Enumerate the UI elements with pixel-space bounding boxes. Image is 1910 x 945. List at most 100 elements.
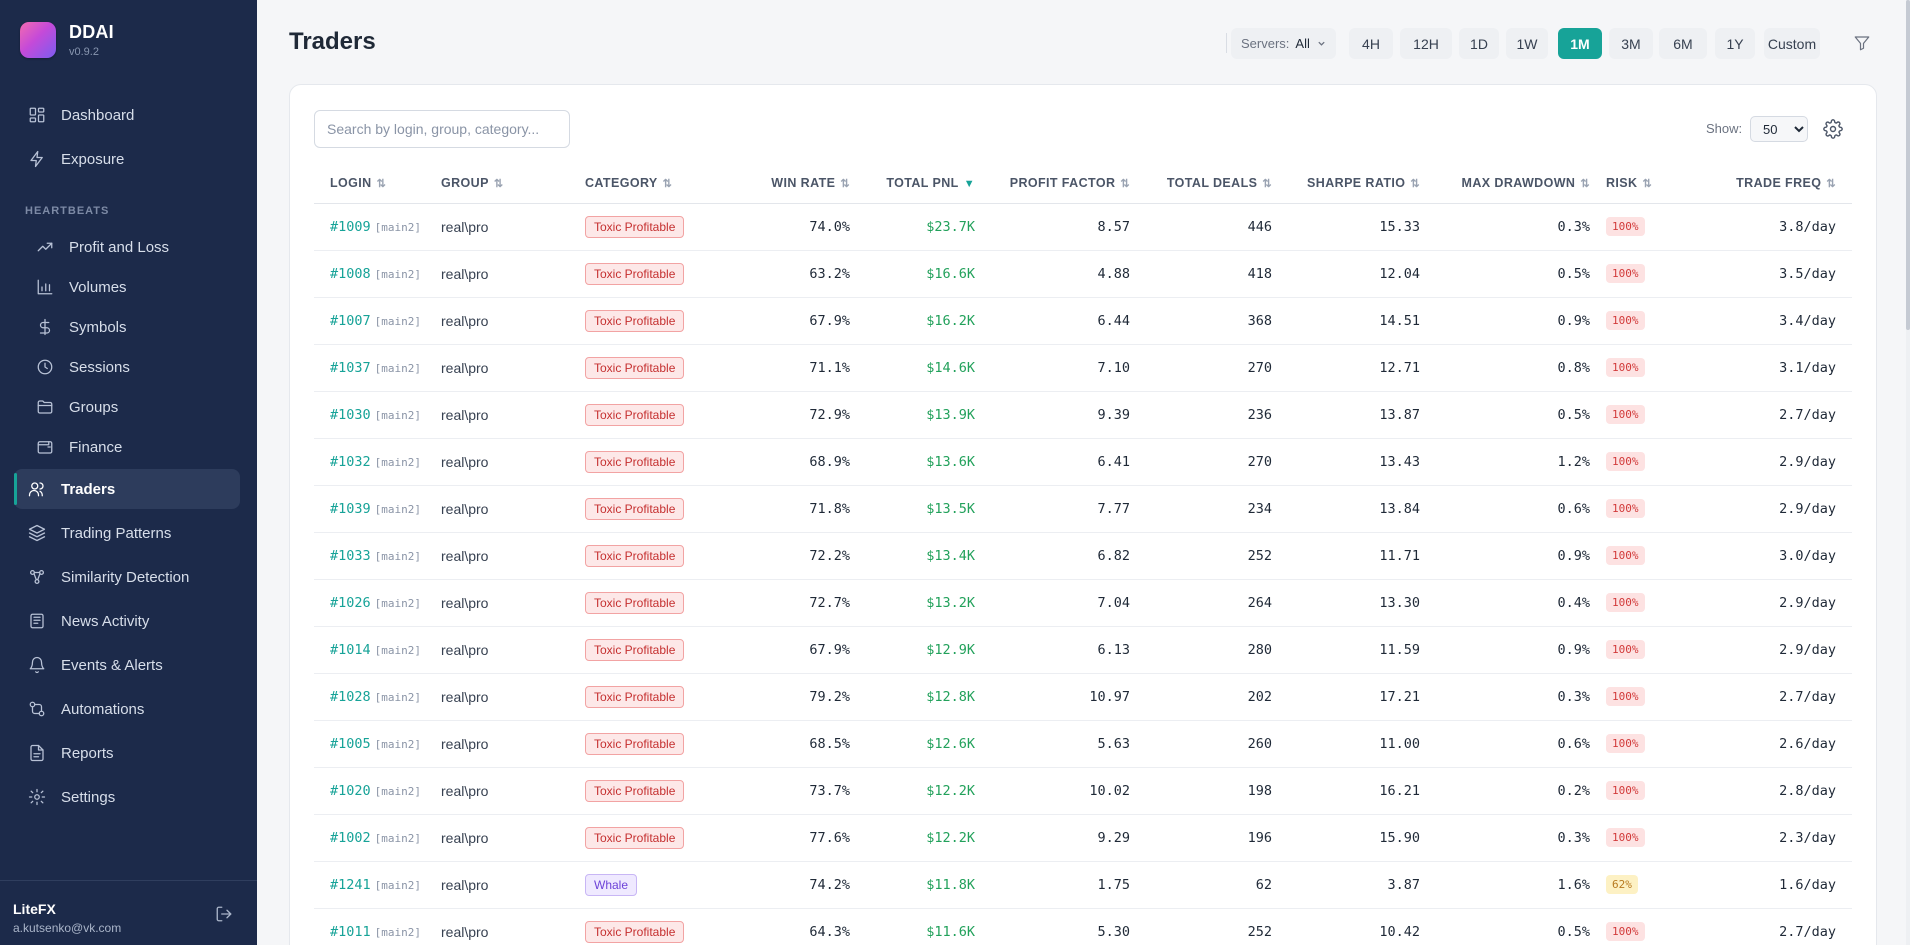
sidebar-item-events-alerts[interactable]: Events & Alerts bbox=[14, 645, 240, 685]
risk-badge: 100% bbox=[1606, 546, 1645, 565]
table-row[interactable]: #1039 [main2] real\pro Toxic Profitable 71.8… bbox=[314, 485, 1852, 533]
sidebar-item-label: Similarity Detection bbox=[61, 568, 190, 586]
cell-profit-factor: 7.10 bbox=[975, 344, 1130, 392]
trader-login-link[interactable]: #1039 bbox=[330, 501, 371, 517]
trader-login-link[interactable]: #1011 bbox=[330, 924, 371, 940]
sidebar-item-automations[interactable]: Automations bbox=[14, 689, 240, 729]
column-header-sharpe-ratio[interactable]: SHARPE RATIO ⇅ bbox=[1272, 163, 1420, 204]
trader-login-link[interactable]: #1028 bbox=[330, 689, 371, 705]
table-row[interactable]: #1007 [main2] real\pro Toxic Profitable 67.9… bbox=[314, 297, 1852, 345]
table-row[interactable]: #1020 [main2] real\pro Toxic Profitable 73.7… bbox=[314, 767, 1852, 815]
range-button-12h[interactable]: 12H bbox=[1400, 28, 1452, 59]
sidebar-item-profit-and-loss[interactable]: Profit and Loss bbox=[14, 227, 240, 267]
sidebar-item-trading-patterns[interactable]: Trading Patterns bbox=[14, 513, 240, 553]
table-row[interactable]: #1032 [main2] real\pro Toxic Profitable 68.9… bbox=[314, 438, 1852, 486]
sidebar-item-traders[interactable]: Traders bbox=[14, 469, 240, 509]
trader-login-link[interactable]: #1030 bbox=[330, 407, 371, 423]
range-button-1m[interactable]: 1M bbox=[1558, 28, 1602, 59]
trader-login-link[interactable]: #1026 bbox=[330, 595, 371, 611]
sidebar-footer: LiteFX a.kutsenko@vk.com bbox=[0, 880, 257, 945]
range-button-6m[interactable]: 6M bbox=[1659, 28, 1707, 59]
table-row[interactable]: #1030 [main2] real\pro Toxic Profitable 72.9… bbox=[314, 391, 1852, 439]
table-row[interactable]: #1028 [main2] real\pro Toxic Profitable 79.2… bbox=[314, 673, 1852, 721]
column-header-login[interactable]: LOGIN ⇅ bbox=[314, 163, 441, 204]
column-header-total-pnl[interactable]: TOTAL PNL ▼ bbox=[850, 163, 975, 204]
cell-win-rate: 79.2% bbox=[745, 673, 850, 721]
column-header-win-rate[interactable]: WIN RATE ⇅ bbox=[745, 163, 850, 204]
sidebar-item-symbols[interactable]: Symbols bbox=[14, 307, 240, 347]
column-header-label: WIN RATE bbox=[771, 175, 836, 190]
range-button-1y[interactable]: 1Y bbox=[1715, 28, 1755, 59]
filter-icon[interactable] bbox=[1853, 34, 1871, 52]
table-settings-icon[interactable] bbox=[1823, 119, 1843, 139]
sidebar-item-settings[interactable]: Settings bbox=[14, 777, 240, 817]
column-header-trade-freq[interactable]: TRADE FREQ ⇅ bbox=[1670, 163, 1852, 204]
cell-risk: 100% bbox=[1590, 203, 1670, 251]
table-row[interactable]: #1033 [main2] real\pro Toxic Profitable 72.2… bbox=[314, 532, 1852, 580]
server-tag: [main2] bbox=[374, 879, 421, 892]
risk-badge: 100% bbox=[1606, 593, 1645, 612]
table-row[interactable]: #1037 [main2] real\pro Toxic Profitable 71.1… bbox=[314, 344, 1852, 392]
trader-login-link[interactable]: #1033 bbox=[330, 548, 371, 564]
table-row[interactable]: #1014 [main2] real\pro Toxic Profitable 67.9… bbox=[314, 626, 1852, 674]
table-row[interactable]: #1008 [main2] real\pro Toxic Profitable 63.2… bbox=[314, 250, 1852, 298]
cell-trade-freq: 2.8/day bbox=[1670, 767, 1852, 815]
cell-max-drawdown: 0.5% bbox=[1420, 250, 1590, 298]
column-header-group[interactable]: GROUP ⇅ bbox=[441, 163, 585, 204]
trader-login-link[interactable]: #1007 bbox=[330, 313, 371, 329]
sidebar-item-finance[interactable]: Finance bbox=[14, 427, 240, 467]
table-row[interactable]: #1241 [main2] real\pro Whale 74.2% $11.8K 1.75… bbox=[314, 861, 1852, 909]
column-header-risk[interactable]: RISK ⇅ bbox=[1590, 163, 1670, 204]
sidebar-item-groups[interactable]: Groups bbox=[14, 387, 240, 427]
trader-login-link[interactable]: #1037 bbox=[330, 360, 371, 376]
table-row[interactable]: #1005 [main2] real\pro Toxic Profitable 68.5… bbox=[314, 720, 1852, 768]
page-size-select[interactable]: 102550100 bbox=[1750, 116, 1808, 142]
range-button-custom[interactable]: Custom bbox=[1764, 28, 1820, 59]
company-name: LiteFX bbox=[13, 901, 56, 917]
cell-max-drawdown: 0.5% bbox=[1420, 391, 1590, 439]
sidebar-item-similarity-detection[interactable]: Similarity Detection bbox=[14, 557, 240, 597]
range-button-4h[interactable]: 4H bbox=[1349, 28, 1393, 59]
cell-trade-freq: 3.5/day bbox=[1670, 250, 1852, 298]
trader-login-link[interactable]: #1005 bbox=[330, 736, 371, 752]
cell-trade-freq: 2.3/day bbox=[1670, 814, 1852, 862]
cell-total-deals: 202 bbox=[1130, 673, 1272, 721]
sidebar-item-news-activity[interactable]: News Activity bbox=[14, 601, 240, 641]
table-row[interactable]: #1026 [main2] real\pro Toxic Profitable 72.7… bbox=[314, 579, 1852, 627]
cell-risk: 100% bbox=[1590, 908, 1670, 945]
range-button-3m[interactable]: 3M bbox=[1609, 28, 1653, 59]
table-row[interactable]: #1002 [main2] real\pro Toxic Profitable 77.6… bbox=[314, 814, 1852, 862]
brand[interactable]: DDAI v0.9.2 bbox=[20, 22, 114, 58]
table-row[interactable]: #1009 [main2] real\pro Toxic Profitable 74.0… bbox=[314, 203, 1852, 251]
range-button-1w[interactable]: 1W bbox=[1506, 28, 1548, 59]
trader-login-link[interactable]: #1009 bbox=[330, 219, 371, 235]
sidebar-item-dashboard[interactable]: Dashboard bbox=[14, 95, 240, 135]
cell-login: #1009 [main2] bbox=[314, 203, 441, 251]
column-header-profit-factor[interactable]: PROFIT FACTOR ⇅ bbox=[975, 163, 1130, 204]
trader-login-link[interactable]: #1008 bbox=[330, 266, 371, 282]
trader-login-link[interactable]: #1014 bbox=[330, 642, 371, 658]
range-button-1d[interactable]: 1D bbox=[1459, 28, 1499, 59]
column-header-max-drawdown[interactable]: MAX DRAWDOWN ⇅ bbox=[1420, 163, 1590, 204]
sort-icon: ⇅ bbox=[1580, 177, 1590, 190]
sort-icon: ⇅ bbox=[1410, 177, 1420, 190]
trader-login-link[interactable]: #1032 bbox=[330, 454, 371, 470]
sidebar-item-exposure[interactable]: Exposure bbox=[14, 139, 240, 179]
logout-icon[interactable] bbox=[215, 905, 233, 923]
bar-chart-icon bbox=[37, 279, 53, 295]
sidebar-item-sessions[interactable]: Sessions bbox=[14, 347, 240, 387]
cell-group: real\pro bbox=[441, 203, 585, 251]
category-badge: Toxic Profitable bbox=[585, 544, 685, 567]
table-row[interactable]: #1011 [main2] real\pro Toxic Profitable 64.3… bbox=[314, 908, 1852, 945]
sidebar-item-reports[interactable]: Reports bbox=[14, 733, 240, 773]
servers-dropdown[interactable]: Servers: All bbox=[1231, 28, 1336, 59]
page-scrollbar[interactable] bbox=[1906, 0, 1910, 945]
sidebar-item-volumes[interactable]: Volumes bbox=[14, 267, 240, 307]
trader-login-link[interactable]: #1241 bbox=[330, 877, 371, 893]
column-header-category[interactable]: CATEGORY ⇅ bbox=[585, 163, 745, 204]
page-scrollbar-thumb[interactable] bbox=[1906, 0, 1910, 330]
search-input[interactable] bbox=[314, 110, 570, 148]
trader-login-link[interactable]: #1020 bbox=[330, 783, 371, 799]
column-header-total-deals[interactable]: TOTAL DEALS ⇅ bbox=[1130, 163, 1272, 204]
trader-login-link[interactable]: #1002 bbox=[330, 830, 371, 846]
